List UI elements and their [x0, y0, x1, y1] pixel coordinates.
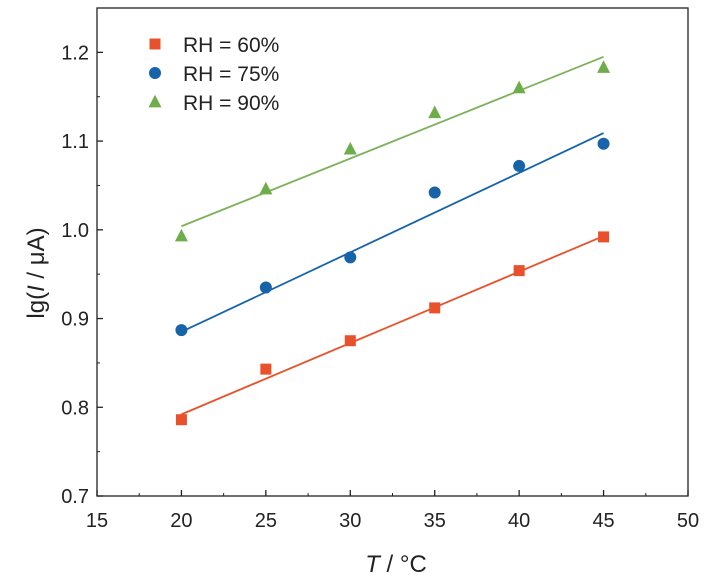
y-tick-label: 0.9	[61, 309, 89, 331]
legend: RH = 60% RH = 75% RH = 90%	[148, 34, 279, 115]
data-point-square	[344, 335, 356, 347]
data-point-triangle	[343, 141, 357, 155]
data-point-square	[513, 265, 525, 277]
data-point-circle	[513, 159, 526, 172]
x-tick-label: 15	[86, 510, 108, 532]
data-point-triangle	[259, 181, 273, 195]
fit-line-circle	[181, 132, 604, 333]
data-point-circle	[597, 137, 610, 150]
data-point-square	[598, 231, 610, 243]
x-tick-label: 20	[170, 510, 192, 532]
x-axis-title: T / °C	[365, 551, 427, 578]
fit-line-square	[181, 235, 604, 416]
x-tick-label: 40	[508, 510, 530, 532]
y-axis-title: lg(I / μA)	[23, 227, 50, 318]
legend-marker-square	[149, 38, 161, 50]
fit-lines	[181, 55, 604, 416]
legend-label-circle: RH = 75%	[183, 63, 279, 86]
x-tick-label: 30	[339, 510, 361, 532]
y-tick-label: 1.2	[61, 42, 89, 64]
data-point-circle	[175, 324, 188, 337]
data-point-circle	[344, 251, 357, 264]
data-point-triangle	[174, 228, 188, 242]
data-point-square	[260, 363, 272, 375]
y-tick-label: 1.0	[61, 220, 89, 242]
y-tick-label: 0.8	[61, 397, 89, 419]
y-tick-label: 1.1	[61, 131, 89, 153]
legend-label-triangle: RH = 90%	[183, 92, 279, 115]
legend-marker-triangle	[148, 94, 162, 108]
y-tick-label: 0.7	[61, 486, 89, 508]
x-tick-label: 45	[592, 510, 614, 532]
x-tick-label: 25	[255, 510, 277, 532]
data-point-circle	[259, 281, 272, 294]
data-point-circle	[428, 186, 441, 199]
data-point-triangle	[512, 80, 526, 94]
axes: 15 20 25 30 35 40 45 50 0.7 0.8 0.9 1.0 1.1 1.2	[61, 42, 699, 532]
x-tick-label: 50	[677, 510, 699, 532]
data-point-square	[175, 414, 187, 426]
x-tick-label: 35	[424, 510, 446, 532]
legend-label-square: RH = 60%	[183, 34, 279, 57]
data-point-triangle	[428, 105, 442, 119]
data-point-triangle	[597, 60, 611, 73]
data-markers	[174, 60, 611, 426]
fit-line-triangle	[181, 55, 604, 228]
legend-marker-circle	[149, 67, 161, 79]
data-point-square	[429, 302, 441, 314]
